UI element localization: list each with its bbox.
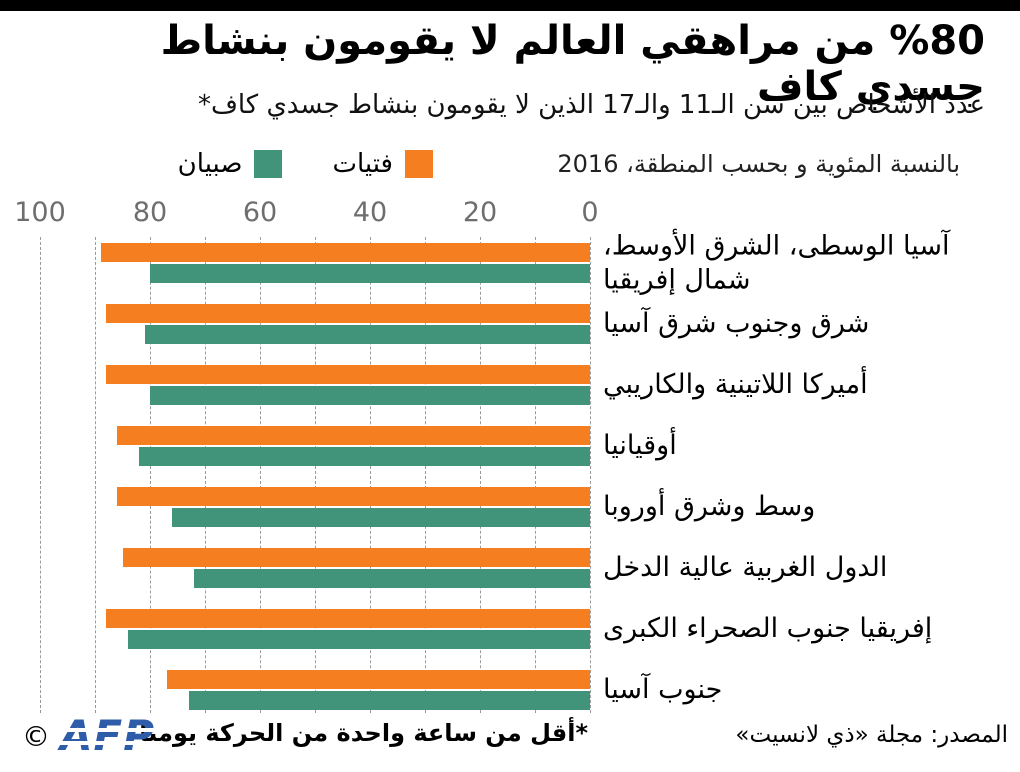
top-black-bar xyxy=(0,0,1020,11)
bar-boys xyxy=(144,325,590,344)
afp-logo-text: AFP xyxy=(60,711,155,760)
region-label: الدول الغربية عالية الدخل xyxy=(603,552,888,584)
bar-girls xyxy=(100,243,590,262)
gridline xyxy=(480,237,481,713)
gridline xyxy=(370,237,371,713)
period-region-note: بالنسبة المئوية و بحسب المنطقة، 2016 xyxy=(557,150,960,178)
afp-logo: AFP xyxy=(58,711,157,760)
girls-legend-swatch xyxy=(405,150,433,178)
bar-boys xyxy=(150,386,590,405)
bar-boys xyxy=(150,264,590,283)
bar-boys xyxy=(128,630,590,649)
region-label-column: آسيا الوسطى، الشرق الأوسط، شمال إفريقيا ش… xyxy=(603,230,1017,713)
footnote: *أقل من ساعة واحدة من الحركة يوميا xyxy=(139,719,588,747)
axis-tick-label: 80 xyxy=(132,197,168,228)
region-label: إفريقيا جنوب الصحراء الكبرى xyxy=(603,613,933,645)
bar-girls xyxy=(166,670,590,689)
region-label: جنوب آسيا xyxy=(603,674,723,706)
afp-logo-stripe xyxy=(58,741,157,745)
boys-legend-label: صبيان xyxy=(177,149,243,179)
chart-plot xyxy=(40,237,591,713)
gridline xyxy=(590,237,591,713)
gridline xyxy=(260,237,261,713)
axis-tick-label: 60 xyxy=(242,197,278,228)
bar-girls xyxy=(106,365,590,384)
region-label: شرق وجنوب شرق آسيا xyxy=(603,308,870,340)
region-label: أوقيانيا xyxy=(603,430,677,462)
copyright-symbol: © xyxy=(22,719,50,753)
bar-girls xyxy=(106,609,590,628)
bar-girls xyxy=(117,487,590,506)
chart-subtitle: عدد الأشخاص بين سن الـ11 والـ17 الذين لا… xyxy=(197,90,985,120)
girls-legend-label: فتيات xyxy=(332,149,393,179)
gridline xyxy=(40,237,41,713)
bar-girls xyxy=(122,548,590,567)
bar-boys xyxy=(139,447,590,466)
axis-tick-label: 0 xyxy=(581,197,599,228)
bar-boys xyxy=(188,691,590,710)
bar-girls xyxy=(117,426,590,445)
gridline xyxy=(535,237,536,713)
page-title: %80 من مراهقي العالم لا يقومون بنشاط جسد… xyxy=(160,18,985,110)
gridline xyxy=(425,237,426,713)
gridline xyxy=(95,237,96,713)
bar-boys xyxy=(194,569,590,588)
axis-tick-label: 40 xyxy=(352,197,388,228)
region-label: آسيا الوسطى، الشرق الأوسط، شمال إفريقيا xyxy=(603,230,950,295)
region-label: أميركا اللاتينية والكاريبي xyxy=(603,369,868,401)
region-label: وسط وشرق أوروبا xyxy=(603,491,816,523)
afp-credit: © AFP xyxy=(22,711,157,760)
gridline xyxy=(205,237,206,713)
axis-tick-label: 100 xyxy=(14,197,66,228)
legend: فتيات صبيان xyxy=(178,150,433,178)
gridline xyxy=(315,237,316,713)
bar-boys xyxy=(172,508,590,527)
axis-tick-row: 100 80 60 40 20 0 xyxy=(0,198,1020,230)
boys-legend-swatch xyxy=(254,150,283,178)
afp-logo-stripe xyxy=(58,728,157,732)
bar-girls xyxy=(106,304,590,323)
gridline xyxy=(150,237,151,713)
axis-tick-label: 20 xyxy=(462,197,498,228)
source-credit: المصدر: مجلة «ذي لانسيت» xyxy=(735,722,1008,748)
